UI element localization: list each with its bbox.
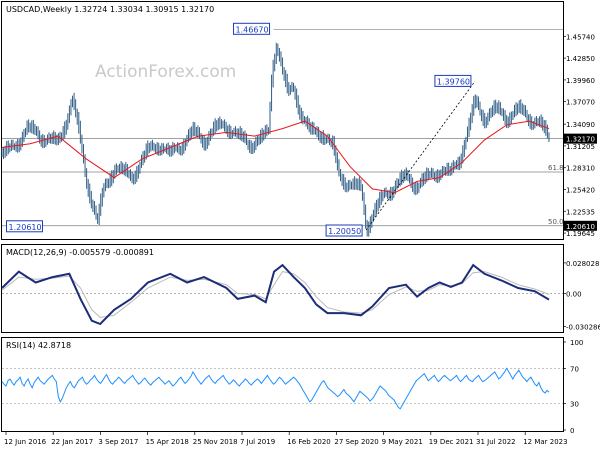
rsi-line <box>1 367 550 410</box>
price-label-box <box>325 224 363 237</box>
price-tick-label: 1.42850 <box>566 55 595 63</box>
price-label: 1.39760 <box>437 77 470 86</box>
moving-average-line <box>1 120 550 194</box>
price-label-box <box>233 22 271 35</box>
price-tick-label: 1.19645 <box>566 230 595 238</box>
time-tick-label: 19 Dec 2021 <box>429 438 474 446</box>
price-label: 1.20050 <box>328 227 361 236</box>
price-tick-label: 1.31205 <box>566 143 595 151</box>
time-tick-label: 27 Sep 2020 <box>334 438 378 446</box>
rsi-tick-label: 70 <box>570 365 579 373</box>
macd-tick-label: -0.030286 <box>566 323 600 331</box>
price-axis: 1.45740 1.42850 1.39960 1.37070 1.34090 1.312… <box>563 33 597 238</box>
macd-panel-frame <box>1 244 564 333</box>
price-tick-label: 1.28310 <box>566 165 595 173</box>
rsi-axis: 100 70 30 0 <box>563 339 583 435</box>
price-tick-label: 1.39960 <box>566 77 595 85</box>
time-tick-label: 31 Jul 2022 <box>476 438 516 446</box>
time-tick-label: 12 Jun 2016 <box>4 438 47 446</box>
time-tick-label: 3 Sep 2017 <box>98 438 138 446</box>
rsi-plot <box>1 367 563 410</box>
fib-label: 61.8 <box>548 164 564 172</box>
rsi-tick-label: 100 <box>570 339 583 347</box>
rsi-tick-label: 30 <box>570 401 579 409</box>
rsi-header: RSI(14) 42.8718 <box>6 341 71 350</box>
rsi-panel-frame <box>1 337 564 432</box>
time-tick-label: 22 Jan 2017 <box>51 438 93 446</box>
price-label: 1.46670 <box>236 25 269 34</box>
macd-header: MACD(12,26,9) -0.005579 -0.000891 <box>6 248 154 257</box>
time-tick-label: 25 Nov 2018 <box>193 438 238 446</box>
fib-label: 50.0 <box>548 218 564 226</box>
price-plot: 1.46670 1.39760 1.20050 1.20610 61.8 50.0 <box>1 22 564 237</box>
price-tick-label: 1.25420 <box>566 187 595 195</box>
time-tick-label: 12 Mar 2023 <box>523 438 567 446</box>
price-label: 1.20610 <box>9 223 42 232</box>
macd-signal-line <box>1 271 550 319</box>
price-tick-label: 1.45740 <box>566 33 595 41</box>
price-tick-label: 1.34090 <box>566 121 595 129</box>
price-label-box <box>6 220 44 233</box>
time-axis: 12 Jun 2016 22 Jan 2017 3 Sep 2017 15 Apr 2… <box>4 431 568 446</box>
current-price-tag <box>564 133 597 144</box>
rsi-tick-label: 0 <box>570 427 574 435</box>
macd-tick-label: 0.028028 <box>566 260 599 268</box>
price-label-box <box>434 74 472 87</box>
time-tick-label: 9 May 2021 <box>382 438 423 446</box>
time-tick-label: 7 Jul 2019 <box>240 438 275 446</box>
macd-plot <box>1 263 563 326</box>
price-panel-frame <box>1 1 564 240</box>
macd-line <box>1 263 550 326</box>
watermark: ActionForex.com <box>95 62 236 82</box>
price-header: USDCAD,Weekly 1.32724 1.33034 1.30915 1.… <box>6 5 214 14</box>
last-level-tag <box>564 220 597 231</box>
time-tick-label: 16 Feb 2020 <box>287 438 331 446</box>
current-price-text: 1.32170 <box>566 136 595 144</box>
last-level-text: 1.20610 <box>566 223 595 231</box>
macd-axis: 0.028028 0.00 -0.030286 <box>563 260 600 331</box>
price-tick-label: 1.22535 <box>566 208 595 216</box>
time-tick-label: 15 Apr 2018 <box>146 438 189 446</box>
macd-tick-label: 0.00 <box>566 290 582 298</box>
price-tick-label: 1.37070 <box>566 99 595 107</box>
trend-line <box>365 81 476 231</box>
